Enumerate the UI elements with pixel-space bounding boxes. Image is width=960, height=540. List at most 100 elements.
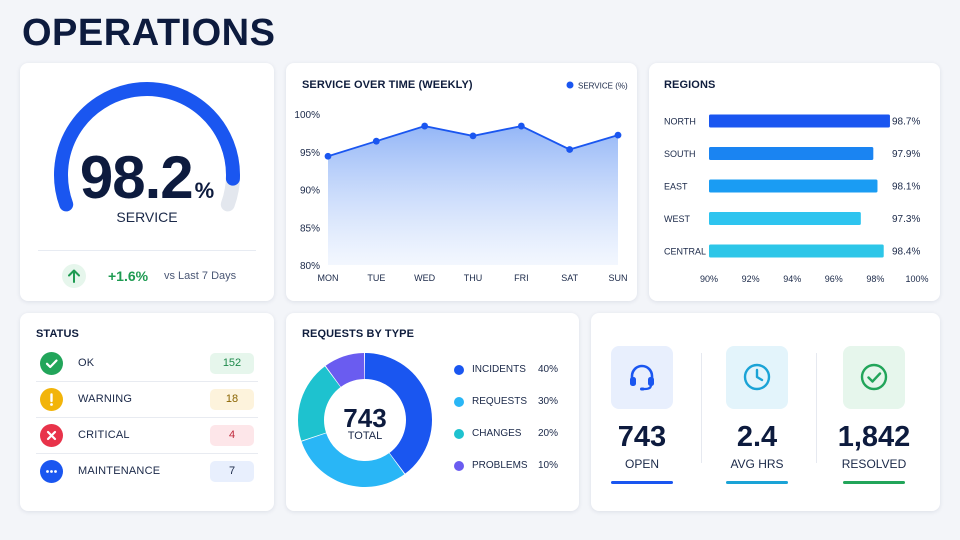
- kpi-icon-box: [843, 346, 905, 409]
- service-point: [566, 146, 574, 153]
- kpi-label: AVG HRS: [730, 457, 784, 471]
- region-value-label: 97.9%: [892, 149, 920, 160]
- status-count-badge: 152: [210, 353, 254, 374]
- status-row: CRITICAL 4: [36, 418, 258, 454]
- requests-donut-chart: [298, 353, 432, 487]
- legend-value: 40%: [537, 364, 558, 375]
- region-bar: [709, 114, 890, 128]
- check-circle-icon: [860, 363, 888, 391]
- status-label: CRITICAL: [78, 429, 130, 441]
- exclamation-icon: [40, 388, 63, 411]
- status-count-badge: 18: [210, 389, 254, 410]
- region-bar: [709, 179, 878, 193]
- kpi-open: 743 OPEN: [591, 313, 707, 511]
- status-row: WARNING 18: [36, 382, 258, 418]
- regions-card: REGIONS NORTH 98.7% SOUTH 97.9% EAST 98.1% WES…: [649, 63, 940, 301]
- card-title: REQUESTS BY TYPE: [302, 328, 415, 340]
- region-bar: [709, 244, 884, 258]
- donut-slice: [301, 433, 405, 487]
- donut-slice: [365, 353, 432, 474]
- legend-item: REQUESTS 30%: [454, 395, 564, 409]
- region-label: EAST: [664, 182, 688, 192]
- kpi-value: 743: [617, 421, 667, 453]
- region-bar: [709, 147, 874, 160]
- legend-swatch: [454, 429, 464, 439]
- legend-label: CHANGES: [472, 428, 522, 439]
- donut-center-label: TOTAL: [347, 430, 383, 442]
- region-value-label: 98.1%: [892, 182, 920, 193]
- region-label: WEST: [664, 214, 691, 224]
- kpi-icon-box: [726, 346, 788, 409]
- service-point: [517, 122, 525, 130]
- gauge-label: SERVICE: [116, 209, 178, 225]
- service-point: [372, 137, 380, 145]
- ellipsis-icon: [40, 460, 63, 483]
- arrow-up-icon: [62, 264, 86, 288]
- legend-value: 30%: [537, 396, 558, 407]
- gauge-divider: [38, 250, 256, 251]
- gauge-unit: %: [194, 178, 215, 203]
- gauge-value: 98.2%: [20, 143, 274, 212]
- x-tick-label: WED: [414, 273, 435, 283]
- check-icon: [40, 352, 63, 375]
- x-tick-label: 98%: [866, 274, 884, 284]
- donut-slice: [325, 353, 365, 387]
- status-count-badge: 7: [210, 461, 254, 482]
- status-count-badge: 4: [210, 425, 254, 446]
- y-tick-label: 85%: [300, 223, 320, 234]
- legend-value: 20%: [537, 428, 558, 439]
- kpi-accent-bar: [611, 481, 673, 484]
- region-label: NORTH: [664, 117, 696, 127]
- region-label: CENTRAL: [664, 247, 706, 257]
- legend-dot: [566, 81, 574, 89]
- x-tick-label: THU: [464, 273, 483, 283]
- y-tick-label: 100%: [294, 110, 320, 121]
- legend-swatch: [454, 397, 464, 407]
- donut-slice: [298, 366, 341, 441]
- legend-item: INCIDENTS 40%: [454, 363, 564, 377]
- x-tick-label: MON: [318, 273, 339, 283]
- gauge-fill: [54, 82, 240, 212]
- x-tick-label: 96%: [825, 274, 843, 284]
- y-tick-label: 95%: [300, 148, 320, 159]
- legend-value: 10%: [537, 460, 558, 471]
- legend-swatch: [454, 461, 464, 471]
- x-tick-label: 94%: [783, 274, 801, 284]
- x-tick-label: TUE: [367, 273, 385, 283]
- kpi-card: 743 OPEN 2.4 AVG HRS 1,842 RESOLVED: [591, 313, 940, 511]
- kpi-avg-hrs: 2.4 AVG HRS: [706, 313, 822, 511]
- card-title: SERVICE OVER TIME (WEEKLY): [302, 79, 473, 91]
- kpi-divider: [701, 353, 702, 463]
- kpi-resolved: 1,842 RESOLVED: [823, 313, 939, 511]
- region-value-label: 97.3%: [892, 214, 920, 225]
- card-title: REGIONS: [664, 79, 716, 91]
- x-icon: [40, 424, 63, 447]
- legend-label: INCIDENTS: [472, 364, 526, 375]
- status-row: MAINTENANCE 7: [36, 454, 258, 490]
- kpi-divider: [816, 353, 817, 463]
- service-over-time-card: SERVICE OVER TIME (WEEKLY) SERVICE (%) 8…: [286, 63, 637, 301]
- legend-label: REQUESTS: [472, 396, 528, 407]
- kpi-value: 1,842: [837, 421, 911, 453]
- page-title: OPERATIONS: [22, 12, 276, 54]
- kpi-label: RESOLVED: [841, 457, 907, 471]
- region-label: SOUTH: [664, 149, 696, 159]
- legend-item: PROBLEMS 10%: [454, 459, 564, 473]
- x-tick-label: SAT: [561, 273, 578, 283]
- status-label: MAINTENANCE: [78, 465, 161, 477]
- trend-note: vs Last 7 Days: [164, 270, 237, 282]
- status-label: OK: [78, 357, 95, 369]
- x-tick-label: 100%: [905, 274, 928, 284]
- donut-center-value: 743: [343, 403, 387, 433]
- headset-icon: [630, 364, 654, 391]
- legend-swatch: [454, 365, 464, 375]
- gauge-number: 98.2: [79, 144, 194, 211]
- x-tick-label: FRI: [514, 273, 529, 283]
- trend-delta: +1.6%: [108, 268, 149, 284]
- legend-label: SERVICE (%): [578, 82, 628, 91]
- card-title: STATUS: [36, 328, 79, 340]
- service-point: [614, 131, 622, 139]
- x-tick-label: 92%: [742, 274, 760, 284]
- region-bar: [709, 212, 861, 225]
- region-value-label: 98.4%: [892, 247, 920, 258]
